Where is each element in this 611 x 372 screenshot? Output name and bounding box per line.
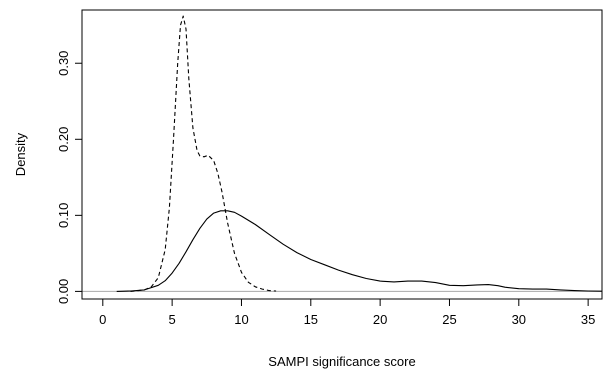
x-tick-label: 30 bbox=[512, 312, 526, 327]
y-tick-label: 0.30 bbox=[56, 51, 71, 76]
y-axis-title: Density bbox=[13, 132, 28, 176]
x-tick-label: 0 bbox=[99, 312, 106, 327]
x-tick-label: 10 bbox=[234, 312, 248, 327]
y-tick-label: 0.20 bbox=[56, 127, 71, 152]
y-axis: 0.00 0.10 0.20 0.30 bbox=[56, 51, 82, 304]
x-axis-title: SAMPI significance score bbox=[268, 354, 415, 369]
y-tick-label: 0.10 bbox=[56, 203, 71, 228]
x-axis: 0 5 10 15 20 25 30 35 bbox=[99, 299, 595, 327]
plot-frame bbox=[81, 9, 603, 300]
x-tick-label: 25 bbox=[442, 312, 456, 327]
x-tick-label: 15 bbox=[304, 312, 318, 327]
x-tick-label: 20 bbox=[373, 312, 387, 327]
series-layer bbox=[116, 15, 603, 292]
y-tick-label: 0.00 bbox=[56, 279, 71, 304]
x-tick-label: 5 bbox=[169, 312, 176, 327]
dashed-density-curve bbox=[130, 15, 277, 292]
x-tick-label: 35 bbox=[581, 312, 595, 327]
solid-density-curve bbox=[116, 210, 603, 292]
